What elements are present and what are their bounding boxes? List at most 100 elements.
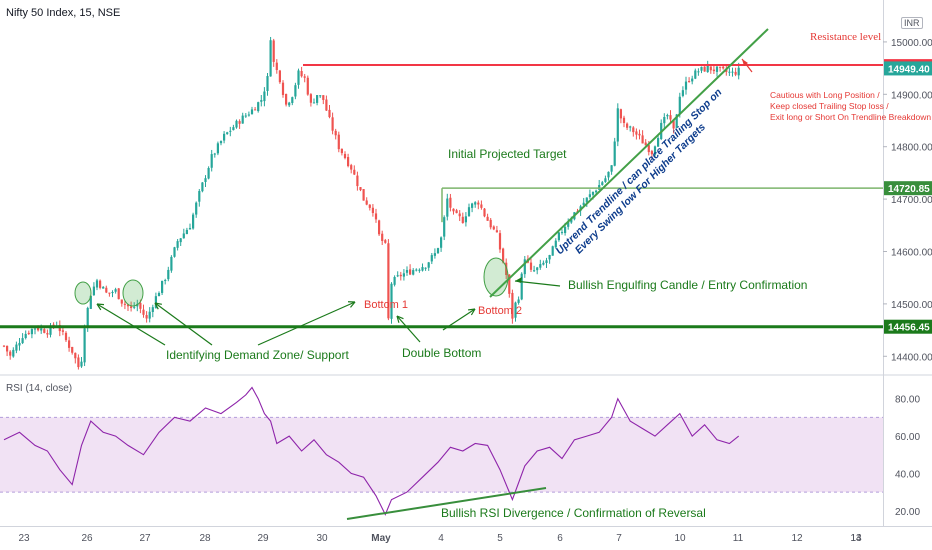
candle-body bbox=[145, 315, 148, 319]
time-tick-label: 7 bbox=[616, 533, 622, 544]
candle-body bbox=[402, 273, 405, 277]
candle-body bbox=[319, 95, 322, 97]
candle-body bbox=[675, 114, 678, 128]
candle-body bbox=[198, 191, 201, 202]
candle-body bbox=[92, 286, 95, 296]
candle-body bbox=[312, 102, 316, 104]
price-label-text: 14720.85 bbox=[888, 184, 930, 195]
candle-body bbox=[33, 328, 37, 330]
candle-body bbox=[619, 109, 622, 119]
candle-body bbox=[123, 303, 126, 305]
candle-body bbox=[684, 81, 688, 90]
candle-body bbox=[613, 141, 616, 166]
candle-body bbox=[449, 197, 452, 208]
candle-body bbox=[458, 213, 461, 217]
candle-body bbox=[629, 126, 632, 128]
candle-body bbox=[179, 238, 182, 243]
demand-arrow-1-head bbox=[96, 303, 105, 311]
candle-body bbox=[626, 123, 629, 128]
candle-body bbox=[111, 292, 114, 294]
candle-body bbox=[6, 345, 9, 352]
candle-body bbox=[440, 237, 443, 248]
candle-body bbox=[281, 82, 285, 95]
candle-body bbox=[650, 151, 653, 155]
candle-body bbox=[523, 259, 526, 275]
candle-body bbox=[170, 256, 173, 271]
candle-body bbox=[164, 280, 167, 282]
rsi-band bbox=[0, 417, 883, 493]
candle-body bbox=[427, 262, 430, 268]
time-tick-label: May bbox=[371, 533, 391, 544]
candle-body bbox=[250, 109, 254, 115]
candle-body bbox=[30, 329, 33, 335]
price-tick-label: 14800.00 bbox=[891, 143, 932, 154]
candle-body bbox=[347, 157, 350, 167]
candle-body bbox=[83, 328, 86, 363]
candle-body bbox=[213, 153, 216, 155]
candle-body bbox=[703, 66, 706, 72]
double-bottom-arrow-1-head bbox=[396, 315, 404, 323]
candle-body bbox=[161, 280, 164, 293]
candle-body bbox=[303, 76, 306, 78]
candle-body bbox=[486, 216, 489, 221]
resistance-label: Resistance level bbox=[810, 31, 881, 43]
candle-body bbox=[71, 346, 74, 353]
candle-body bbox=[719, 66, 722, 68]
candle-body bbox=[387, 243, 390, 319]
candle-body bbox=[489, 219, 492, 228]
candle-body bbox=[638, 133, 641, 136]
candle-body bbox=[297, 70, 300, 85]
time-tick-label: 23 bbox=[18, 533, 30, 544]
candle-body bbox=[622, 117, 626, 124]
candle-body bbox=[378, 220, 381, 235]
demand-arrow-2-head bbox=[154, 302, 162, 310]
candle-body bbox=[207, 167, 210, 179]
candle-body bbox=[461, 216, 464, 224]
candle-body bbox=[77, 357, 80, 368]
candle-body bbox=[300, 71, 303, 77]
candle-body bbox=[368, 204, 371, 208]
candle-body bbox=[68, 340, 71, 348]
candle-body bbox=[291, 97, 294, 103]
demand-arrow-3 bbox=[257, 301, 356, 346]
time-tick-label: 14 bbox=[850, 533, 862, 544]
candle-body bbox=[148, 311, 151, 319]
engulfing-arrow-head bbox=[515, 277, 522, 283]
candle-body bbox=[455, 210, 458, 214]
candle-body bbox=[610, 165, 613, 172]
candle-body bbox=[418, 269, 421, 271]
candle-body bbox=[539, 264, 542, 268]
candle-body bbox=[80, 361, 83, 367]
candle-body bbox=[74, 352, 77, 359]
demand-circle-1 bbox=[74, 281, 92, 305]
uptrend-line bbox=[489, 28, 769, 298]
candle-body bbox=[564, 226, 567, 234]
candle-body bbox=[681, 90, 684, 96]
candle-body bbox=[604, 178, 607, 182]
candle-body bbox=[232, 127, 235, 131]
candle-body bbox=[154, 296, 157, 308]
candle-body bbox=[505, 262, 508, 275]
candle-body bbox=[520, 273, 523, 300]
candle-body bbox=[43, 329, 46, 333]
price-label-box bbox=[884, 181, 932, 196]
bottom1-label: Bottom 1 bbox=[364, 299, 408, 311]
candle-body bbox=[551, 246, 554, 256]
candle-body bbox=[712, 69, 715, 72]
candle-body bbox=[443, 217, 446, 237]
currency-label: INR bbox=[901, 17, 923, 29]
candle-body bbox=[260, 100, 263, 102]
candle-body bbox=[697, 71, 700, 73]
candle-body bbox=[99, 280, 102, 288]
bottom2-label: Bottom 2 bbox=[478, 305, 522, 317]
candle-body bbox=[672, 120, 675, 129]
chart-symbol-title: Nifty 50 Index, 15, NSE bbox=[6, 7, 121, 19]
candle-body bbox=[374, 213, 378, 220]
candle-body bbox=[734, 71, 737, 75]
candle-body bbox=[288, 102, 291, 106]
candle-body bbox=[477, 202, 480, 205]
candle-body bbox=[353, 169, 356, 175]
time-tick-label: 6 bbox=[557, 533, 563, 544]
candle-body bbox=[241, 115, 244, 124]
candle-body bbox=[511, 292, 514, 319]
